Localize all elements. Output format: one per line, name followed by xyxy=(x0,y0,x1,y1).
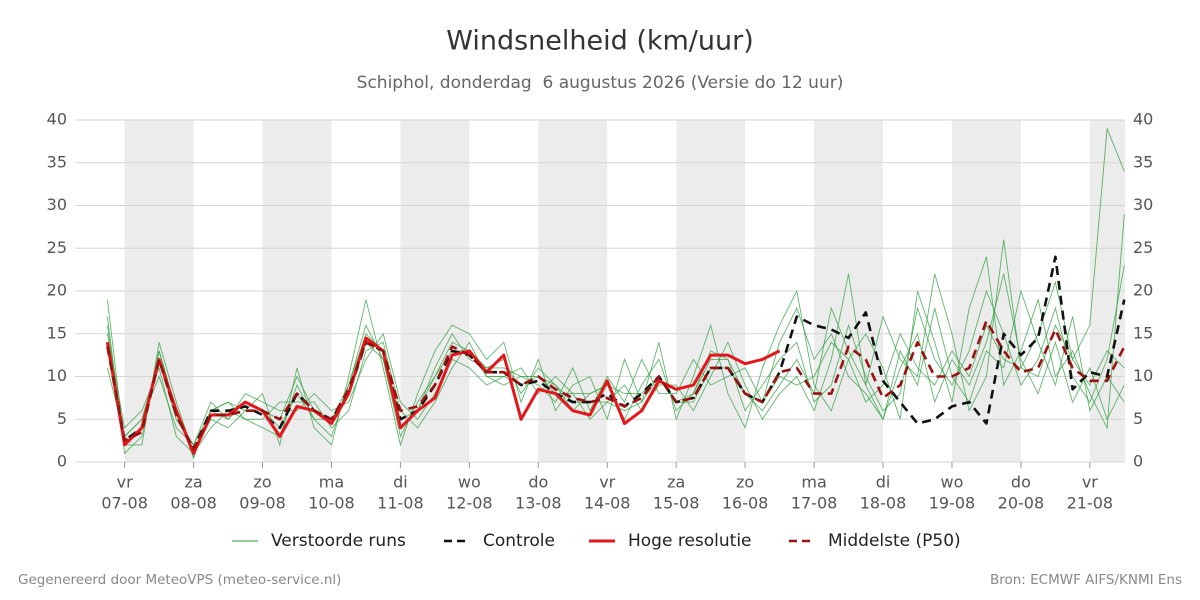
series-line xyxy=(106,319,1126,451)
x-tick-date: 16-08 xyxy=(722,494,769,513)
footer-right: Bron: ECMWF AIFS/KNMI Ens xyxy=(990,572,1182,588)
x-tick-label: vr xyxy=(117,473,133,492)
y-tick-label: 0 xyxy=(57,452,67,471)
legend-label: Hoge resolutie xyxy=(628,531,752,551)
x-tick-date: 07-08 xyxy=(101,494,148,513)
x-tick-label: di xyxy=(393,473,408,492)
x-tick-date: 20-08 xyxy=(998,494,1045,513)
legend: Verstoorde runs Controle Hoge resolutie Mid… xyxy=(232,531,961,551)
y2-tick-label: 25 xyxy=(1133,238,1153,257)
x-tick-date: 17-08 xyxy=(791,494,838,513)
x-tick-date: 11-08 xyxy=(377,494,424,513)
y2-tick-label: 0 xyxy=(1133,452,1143,471)
x-tick-label: vr xyxy=(1082,473,1098,492)
axes: 0 5 10 15 20 25 30 35 40 0 5 10 15 20 25 30 35 40 vr 07-08 z… xyxy=(47,110,1154,513)
x-tick-date: 14-08 xyxy=(584,494,631,513)
x-tick-label: za xyxy=(667,473,685,492)
y-tick-label: 15 xyxy=(47,323,67,342)
y2-tick-label: 20 xyxy=(1133,281,1153,300)
x-tick-label: wo xyxy=(458,473,481,492)
y2-tick-label: 30 xyxy=(1133,195,1153,214)
x-tick-date: 13-08 xyxy=(515,494,562,513)
grid xyxy=(75,119,1125,463)
x-tick-label: do xyxy=(1011,473,1031,492)
x-tick-label: vr xyxy=(599,473,615,492)
y-tick-label: 5 xyxy=(57,409,67,428)
x-tick-date: 10-08 xyxy=(308,494,355,513)
footer-left: Gegenereerd door MeteoVPS (meteo-service… xyxy=(18,572,341,588)
x-tick-date: 12-08 xyxy=(446,494,493,513)
legend-label: Verstoorde runs xyxy=(271,531,406,551)
y-tick-label: 10 xyxy=(47,366,67,385)
x-tick-label: zo xyxy=(736,473,754,492)
x-tick-date: 19-08 xyxy=(929,494,976,513)
y2-tick-label: 15 xyxy=(1133,323,1153,342)
y-tick-label: 20 xyxy=(47,281,67,300)
y2-tick-label: 5 xyxy=(1133,409,1143,428)
x-tick-label: do xyxy=(528,473,548,492)
x-tick-label: ma xyxy=(319,473,344,492)
x-tick-label: ma xyxy=(801,473,826,492)
legend-label: Middelste (P50) xyxy=(828,531,961,551)
y-tick-label: 25 xyxy=(47,238,67,257)
legend-label: Controle xyxy=(483,531,555,551)
x-tick-date: 21-08 xyxy=(1067,494,1114,513)
chart-subtitle: Schiphol, donderdag 6 augustus 2026 (Ver… xyxy=(357,73,844,93)
x-tick-date: 09-08 xyxy=(239,494,286,513)
chart-title: Windsnelheid (km/uur) xyxy=(446,26,754,57)
ensemble-run xyxy=(106,324,1125,446)
y2-tick-label: 35 xyxy=(1133,152,1153,171)
x-tick-date: 15-08 xyxy=(653,494,700,513)
y-tick-label: 35 xyxy=(47,152,67,171)
y-tick-label: 40 xyxy=(47,110,67,129)
y2-tick-label: 10 xyxy=(1133,366,1153,385)
ensemble-run xyxy=(106,273,1125,446)
lines xyxy=(105,128,1126,460)
x-tick-date: 08-08 xyxy=(170,494,217,513)
y-tick-label: 30 xyxy=(47,195,67,214)
x-tick-label: zo xyxy=(253,473,271,492)
x-tick-label: za xyxy=(184,473,202,492)
x-tick-label: di xyxy=(876,473,891,492)
x-tick-label: wo xyxy=(941,473,964,492)
y2-tick-label: 40 xyxy=(1133,110,1153,129)
x-tick-date: 18-08 xyxy=(860,494,907,513)
